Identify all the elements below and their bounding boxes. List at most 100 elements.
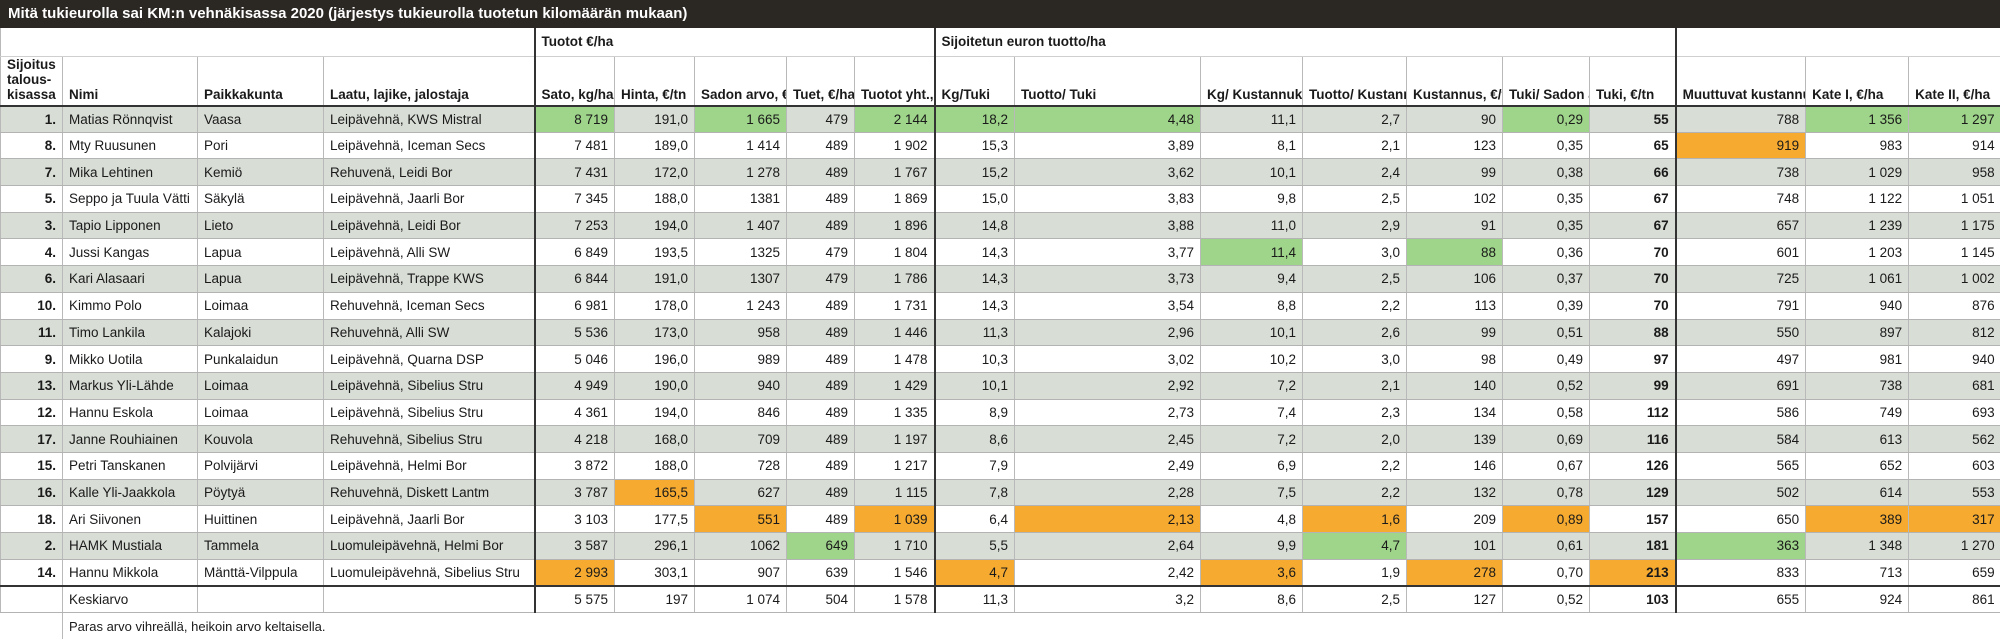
cell-rank: 13. <box>0 372 63 400</box>
table-row: 17. Janne Rouhiainen Kouvola Rehuvehnä, Sib… <box>0 425 2000 453</box>
cell-name: Ari Siivonen <box>62 505 198 533</box>
cell-income-per-cost: 2,2 <box>1302 479 1407 507</box>
cell-kg-per-subsidy: 15,0 <box>933 185 1015 213</box>
cell-kg-per-cost: 7,4 <box>1200 399 1303 427</box>
cell-rank: 1. <box>0 105 63 133</box>
cell-location: Kemiö <box>197 158 324 187</box>
cell-price: 191,0 <box>614 105 695 133</box>
cell-cost-per-tonne: 139 <box>1406 425 1503 453</box>
cell-yield: 4 949 <box>533 372 615 400</box>
cell-margin-1: 897 <box>1805 319 1909 347</box>
cell-total-income: 1 217 <box>853 452 935 480</box>
cell-kg-per-cost: 9,9 <box>1200 532 1303 560</box>
cell-subsidy: 479 <box>786 265 855 293</box>
cell-subsidy: 489 <box>786 132 855 160</box>
cell-variety: Leipävehnä, Helmi Bor <box>323 452 535 480</box>
cell-cost-per-tonne: 99 <box>1406 158 1503 187</box>
cell-margin-2: 659 <box>1908 559 2000 587</box>
cell-price: 177,5 <box>614 505 695 533</box>
column-header-yield: Sato, kg/ha <box>533 56 615 107</box>
cell-subsidy-per-crop-value: 0,49 <box>1502 345 1590 373</box>
cell-subsidy-per-tonne: 157 <box>1589 505 1676 533</box>
cell-location: Mänttä-Vilppula <box>197 559 324 587</box>
cell-subsidy-per-tonne: 67 <box>1589 185 1676 213</box>
average-margin-1: 924 <box>1805 584 1909 614</box>
cell-yield: 7 345 <box>533 185 615 213</box>
cell-kg-per-subsidy: 15,3 <box>933 132 1015 160</box>
cell-yield: 5 536 <box>533 319 615 347</box>
cell-kg-per-subsidy: 15,2 <box>933 158 1015 187</box>
cell-kg-per-subsidy: 18,2 <box>933 105 1015 133</box>
cell-margin-2: 1 002 <box>1908 265 2000 293</box>
cell-crop-value: 989 <box>694 345 787 373</box>
cell-price: 189,0 <box>614 132 695 160</box>
cell-margin-2: 317 <box>1908 505 2000 533</box>
cell-margin-1: 713 <box>1805 559 1909 587</box>
cell-name: Markus Yli-Lähde <box>62 372 198 400</box>
cell-rank: 2. <box>0 532 63 560</box>
column-header-name: Nimi <box>62 56 198 107</box>
cell-total-income: 1 710 <box>853 532 935 560</box>
cell-location: Loimaa <box>197 372 324 400</box>
cell-location: Pori <box>197 132 324 160</box>
table-row: 6. Kari Alasaari Lapua Leipävehnä, Trappe K… <box>0 265 2000 293</box>
cell-price: 168,0 <box>614 425 695 453</box>
table-body: 1. Matias Rönnqvist Vaasa Leipävehnä, KWS M… <box>0 105 2000 639</box>
column-header-margin-2: Kate II, €/ha <box>1908 56 2000 107</box>
average-label: Keskiarvo <box>62 584 198 614</box>
cell-price: 178,0 <box>614 292 695 320</box>
cell-cost-per-tonne: 278 <box>1406 559 1503 587</box>
cell-income-per-cost: 2,3 <box>1302 399 1407 427</box>
cell-kg-per-cost: 4,8 <box>1200 505 1303 533</box>
cell-kg-per-subsidy: 8,6 <box>933 425 1015 453</box>
cell-rank: 8. <box>0 132 63 160</box>
cell-variety: Leipävehnä, Quarna DSP <box>323 345 535 373</box>
cell-variable-costs: 788 <box>1674 105 1806 133</box>
cell-total-income: 1 869 <box>853 185 935 213</box>
table-row: 1. Matias Rönnqvist Vaasa Leipävehnä, KWS M… <box>0 105 2000 133</box>
cell-location: Polvijärvi <box>197 452 324 480</box>
cell-income-per-cost: 3,0 <box>1302 238 1407 267</box>
cell-margin-1: 1 356 <box>1805 105 1909 133</box>
cell-total-income: 1 197 <box>853 425 935 453</box>
cell-kg-per-subsidy: 4,7 <box>933 559 1015 587</box>
cell-income-per-subsidy: 2,92 <box>1014 372 1201 400</box>
cell-name: Mika Lehtinen <box>62 158 198 187</box>
cell-income-per-subsidy: 2,49 <box>1014 452 1201 480</box>
cell-income-per-subsidy: 2,45 <box>1014 425 1201 453</box>
cell-income-per-cost: 2,2 <box>1302 452 1407 480</box>
cell-price: 193,5 <box>614 238 695 267</box>
cell-location: Tammela <box>197 532 324 560</box>
cell-name: Mikko Uotila <box>62 345 198 373</box>
column-header-rank: Sijoitus talous-kisassa <box>0 56 63 107</box>
cell-income-per-cost: 2,1 <box>1302 372 1407 400</box>
average-subsidy: 504 <box>786 584 855 614</box>
cell-kg-per-cost: 11,4 <box>1200 238 1303 267</box>
cell-rank: 14. <box>0 559 63 587</box>
cell-variable-costs: 586 <box>1674 399 1806 427</box>
average-blank <box>323 584 535 614</box>
average-cost-per-tonne: 127 <box>1406 584 1503 614</box>
cell-crop-value: 1 407 <box>694 212 787 240</box>
cell-subsidy: 489 <box>786 452 855 480</box>
average-variable-costs: 655 <box>1674 584 1806 614</box>
cell-variable-costs: 657 <box>1674 212 1806 240</box>
cell-name: Jussi Kangas <box>62 238 198 267</box>
cell-income-per-cost: 2,5 <box>1302 265 1407 293</box>
cell-income-per-subsidy: 3,54 <box>1014 292 1201 320</box>
cell-price: 165,5 <box>614 479 695 507</box>
cell-rank: 10. <box>0 292 63 320</box>
cell-kg-per-cost: 9,4 <box>1200 265 1303 293</box>
cell-subsidy: 489 <box>786 399 855 427</box>
cell-price: 172,0 <box>614 158 695 187</box>
cell-total-income: 1 546 <box>853 559 935 587</box>
table-row: 14. Hannu Mikkola Mänttä-Vilppula Luomuleip… <box>0 559 2000 587</box>
cell-yield: 6 981 <box>533 292 615 320</box>
cell-crop-value: 709 <box>694 425 787 453</box>
cell-name: Timo Lankila <box>62 319 198 347</box>
cell-location: Punkalaidun <box>197 345 324 373</box>
cell-subsidy: 489 <box>786 158 855 187</box>
cell-yield: 3 587 <box>533 532 615 560</box>
cell-subsidy: 489 <box>786 319 855 347</box>
